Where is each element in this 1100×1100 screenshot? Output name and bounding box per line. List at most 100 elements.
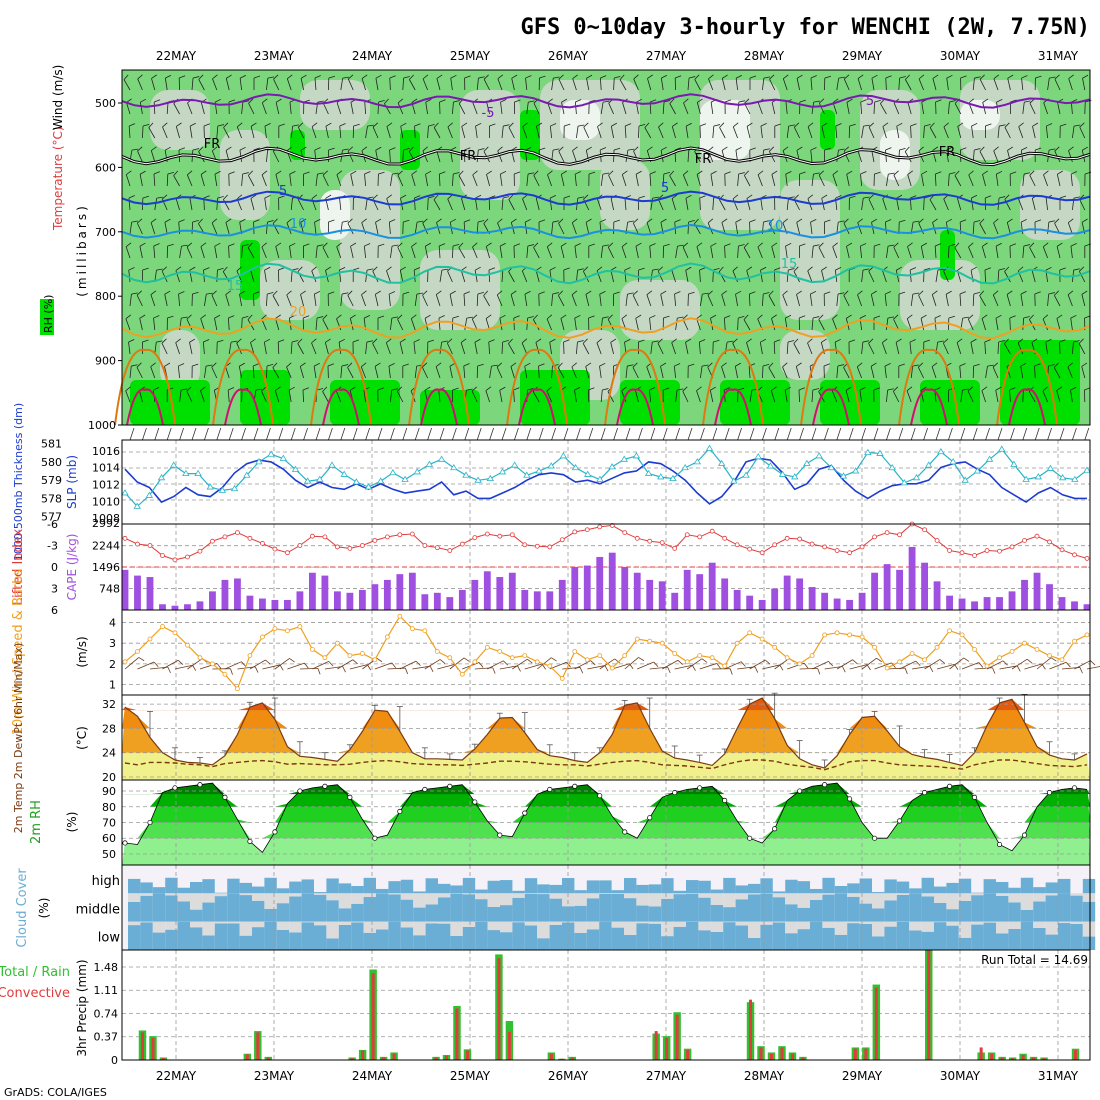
wind-barb <box>389 147 396 163</box>
wind-barb <box>186 314 193 331</box>
surface-barb <box>166 427 172 441</box>
wind-barb <box>299 362 306 379</box>
wind-barb <box>700 364 709 379</box>
cloud-gap <box>661 893 674 899</box>
cloud-gap <box>1045 893 1058 896</box>
cloud-bar <box>190 909 203 922</box>
precip-convective-bar <box>1021 1054 1025 1060</box>
li-point <box>922 527 927 533</box>
wind-barb <box>824 147 831 163</box>
rh-point <box>122 840 128 846</box>
wind-barb <box>1081 362 1088 379</box>
wind10-barb <box>324 666 346 673</box>
upper-ylabel-temp-wind: Temperature (°C) <box>51 126 65 231</box>
wind10-barb <box>287 662 309 670</box>
cloud-gap <box>326 893 339 901</box>
wind-barb <box>474 266 481 283</box>
wind-barb <box>1081 290 1088 307</box>
wind-barb <box>464 75 471 91</box>
wind-barb <box>223 122 230 139</box>
wind-barb <box>909 267 917 283</box>
li-point <box>997 548 1002 554</box>
wind-barb <box>948 100 956 115</box>
cloud-bar <box>934 902 947 922</box>
wind-barb <box>278 123 285 138</box>
wind-barb <box>768 218 776 235</box>
wind-barb <box>995 314 1002 331</box>
rh-point <box>597 793 603 799</box>
wind-barb <box>372 122 379 139</box>
wind10-point <box>210 661 215 667</box>
wind-barb <box>1067 362 1073 379</box>
wind-barb <box>873 99 881 115</box>
wind10-point <box>384 634 390 640</box>
cloud-bar <box>177 887 190 894</box>
precip-convective-bar <box>1042 1058 1046 1060</box>
wind-barb <box>191 291 199 307</box>
surface-barb <box>948 427 953 441</box>
wind-barb <box>388 219 396 235</box>
wind-barb <box>846 170 853 187</box>
li-point <box>147 543 153 548</box>
cloud-gap <box>276 893 290 904</box>
wind-barb <box>390 388 398 403</box>
wind-barb <box>136 290 143 307</box>
surface-barb <box>303 427 308 441</box>
wind-barb <box>390 244 399 259</box>
date-label-bottom: 22MAY <box>156 1069 197 1083</box>
wind10-point <box>172 630 178 636</box>
surface-barb <box>799 427 804 441</box>
wind-barb <box>151 74 157 91</box>
cloud-bar <box>996 933 1009 950</box>
cloud-bar <box>859 923 872 950</box>
wind-barb <box>300 290 306 307</box>
wind-barb <box>216 267 224 283</box>
wind-barb <box>191 363 199 379</box>
slp-point <box>1071 475 1079 482</box>
rh-very-dry-region <box>960 100 1000 130</box>
cape-bar <box>533 591 541 610</box>
wind-barb <box>352 339 360 355</box>
cloud-gap <box>413 921 426 936</box>
wind10-point <box>1047 653 1052 659</box>
wind-barb <box>860 171 867 187</box>
cloud-bar <box>512 922 525 950</box>
cape-bar <box>508 572 516 610</box>
wind10-point <box>972 646 977 652</box>
wind-barb <box>1045 123 1053 139</box>
wind-barb <box>895 338 902 355</box>
wind10-barb <box>849 664 871 671</box>
slp-point <box>754 453 762 460</box>
wind-barb <box>959 291 966 307</box>
cloud-bar <box>1082 901 1096 922</box>
wind-barb <box>558 146 565 163</box>
wind-barb <box>377 171 385 187</box>
surface-barb <box>910 427 916 441</box>
y-tick-label: 1.48 <box>94 961 119 974</box>
wind-barb <box>884 291 892 307</box>
cloud-bar <box>686 880 699 894</box>
wind-barb <box>997 124 1006 139</box>
wind10-barb <box>274 658 295 670</box>
wind10-point <box>397 613 403 619</box>
surface-barb <box>228 427 234 441</box>
cape-bar <box>1046 584 1053 610</box>
wind-barb <box>488 123 496 139</box>
wind-barb <box>613 291 620 306</box>
wind-barb <box>139 242 146 259</box>
wind-barb <box>546 386 552 403</box>
wind-barb <box>1020 362 1027 379</box>
cloud-gap <box>636 893 649 906</box>
wind-barb <box>374 290 381 307</box>
cape-bar <box>946 595 953 610</box>
cloud-bar <box>686 893 699 922</box>
cloud-bar <box>710 889 724 894</box>
cloud-bar <box>1020 921 1034 950</box>
wind-barb <box>1029 170 1036 187</box>
cloud-gap <box>376 921 389 930</box>
wind-barb <box>227 315 235 331</box>
y-tick-label: 579 <box>41 474 62 487</box>
wind10-barb <box>649 666 671 674</box>
rh-moist-region <box>820 110 835 150</box>
wind-barb <box>524 290 531 307</box>
